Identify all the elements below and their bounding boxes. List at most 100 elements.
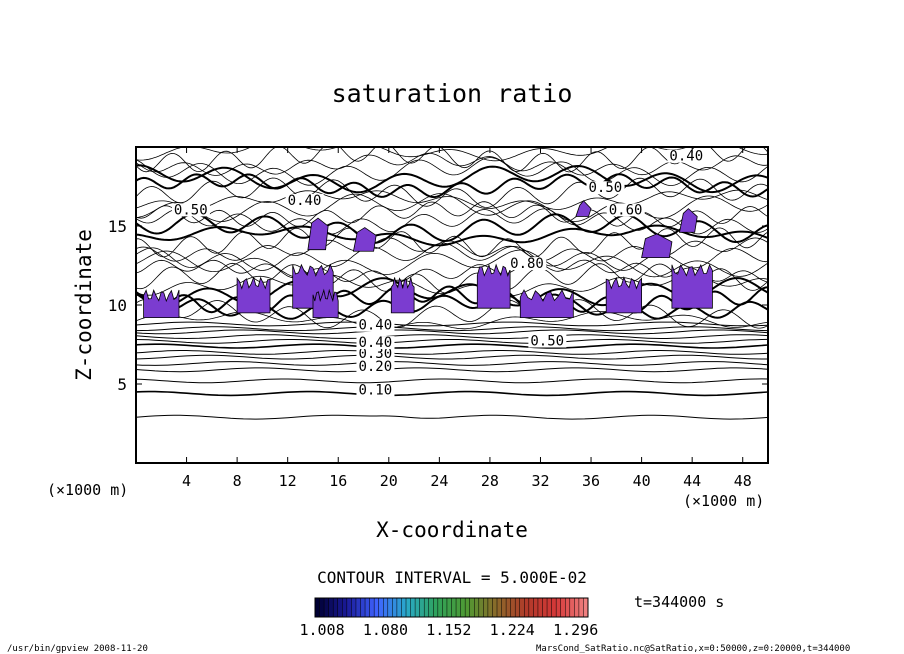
contour-line	[136, 361, 768, 366]
colorbar-swatch	[460, 598, 466, 617]
colorbar-swatch	[406, 598, 411, 617]
colorbar-swatch	[324, 598, 329, 617]
contour-label-background	[171, 203, 210, 217]
y-axis-ticks: 5 10 15	[108, 217, 768, 394]
supersaturated-region	[476, 263, 511, 309]
colorbar-swatch	[565, 598, 571, 617]
x-tick-label: 16	[329, 472, 347, 490]
colorbar-swatch	[374, 598, 379, 617]
contour-label-background	[508, 257, 547, 271]
supersaturated-region	[641, 233, 673, 258]
contour-label-background	[356, 336, 395, 350]
contour-line	[136, 343, 768, 349]
colorbar-swatch	[392, 598, 398, 617]
colorbar-swatch	[365, 598, 370, 617]
x-axis-ticks: 4 8 12 16 20 24 28 32 36 40 44 48	[182, 147, 752, 490]
x-tick-label: 28	[481, 472, 499, 490]
time-label: t=344000 s	[634, 593, 724, 611]
colorbar-tick-label: 1.152	[426, 621, 471, 639]
colorbar-swatch	[560, 598, 566, 617]
colorbar-swatch	[533, 598, 539, 617]
x-tick-label: 20	[380, 472, 398, 490]
x-tick-label: 44	[683, 472, 701, 490]
supersaturated-region	[390, 277, 415, 314]
contour-line	[136, 212, 768, 244]
colorbar-swatch	[524, 598, 530, 617]
contour-label: 0.40	[358, 318, 392, 334]
contour-labels: 0.100.200.300.400.400.500.500.400.500.60…	[171, 149, 706, 398]
contour-label: 0.50	[589, 180, 623, 196]
x-unit-right: (×1000 m)	[683, 492, 764, 510]
colorbar-swatch	[501, 598, 507, 617]
contour-label-background	[586, 181, 625, 195]
colorbar-swatch	[424, 598, 430, 617]
contour-line	[136, 354, 768, 360]
contour-line	[136, 173, 768, 199]
x-unit-left: (×1000 m)	[47, 481, 128, 499]
supersaturated-region	[352, 227, 377, 252]
colorbar-swatch	[519, 598, 525, 617]
colorbar-swatch	[487, 598, 493, 617]
contour-label: 0.40	[288, 193, 322, 209]
contour-line	[136, 227, 768, 258]
supersaturated-regions	[143, 200, 713, 318]
contour-label-background	[667, 149, 706, 163]
colorbar-swatch	[574, 598, 580, 617]
contour-label: 0.20	[358, 359, 392, 375]
colorbar-swatch	[542, 598, 548, 617]
contour-line	[136, 329, 768, 335]
supersaturated-region	[236, 276, 271, 314]
x-tick-label: 12	[279, 472, 297, 490]
contour-label-background	[356, 347, 395, 361]
colorbar-swatch	[415, 598, 420, 617]
colorbar-swatch	[387, 598, 393, 617]
supersaturated-region	[519, 289, 574, 318]
contour-line	[136, 147, 768, 173]
contour-label: 0.40	[669, 149, 703, 165]
x-tick-label: 32	[531, 472, 549, 490]
colorbar-ticks: 1.008 1.080 1.152 1.224 1.296	[299, 621, 598, 639]
colorbar-swatch	[437, 598, 443, 617]
colorbar-swatch	[537, 598, 543, 617]
contour-line	[136, 224, 768, 247]
colorbar-swatch	[515, 598, 521, 617]
contour-line	[136, 334, 768, 340]
colorbar-tick-label: 1.080	[363, 621, 408, 639]
colorbar-swatch	[442, 598, 448, 617]
x-tick-label: 4	[182, 472, 191, 490]
colorbar-swatch	[478, 598, 484, 617]
supersaturated-region	[307, 217, 329, 251]
y-tick-label: 15	[108, 217, 127, 236]
colorbar-swatch	[410, 598, 416, 617]
contour-line	[136, 367, 768, 373]
contour-line	[136, 338, 768, 344]
colorbar-swatch	[474, 598, 480, 617]
x-tick-label: 24	[430, 472, 448, 490]
colorbar-swatch	[401, 598, 407, 617]
colorbar-swatch	[383, 598, 389, 617]
x-tick-label: 40	[633, 472, 651, 490]
colorbar-swatch	[369, 598, 375, 617]
supersaturated-region	[679, 208, 698, 233]
colorbar-swatch	[333, 598, 339, 617]
contour-interval: CONTOUR INTERVAL = 5.000E-02	[317, 568, 587, 587]
colorbar-swatch	[492, 598, 498, 617]
contour-label: 0.60	[609, 202, 643, 218]
colorbar-swatch	[547, 598, 552, 617]
colorbar-swatch	[355, 598, 361, 617]
colorbar-swatch	[583, 598, 589, 617]
contour-lines	[136, 147, 768, 420]
colorbar-swatch	[351, 598, 357, 617]
colorbar-swatch	[446, 598, 452, 617]
colorbar-swatch	[506, 598, 511, 617]
contour-line	[136, 350, 768, 355]
contour-line	[136, 326, 768, 332]
colorbar-swatch	[510, 598, 516, 617]
colorbar-swatch	[346, 598, 352, 617]
contour-line	[136, 390, 768, 397]
contour-line	[136, 152, 768, 176]
colorbar-swatch	[497, 598, 502, 617]
contour-label: 0.50	[530, 334, 564, 350]
colorbar	[314, 598, 589, 617]
